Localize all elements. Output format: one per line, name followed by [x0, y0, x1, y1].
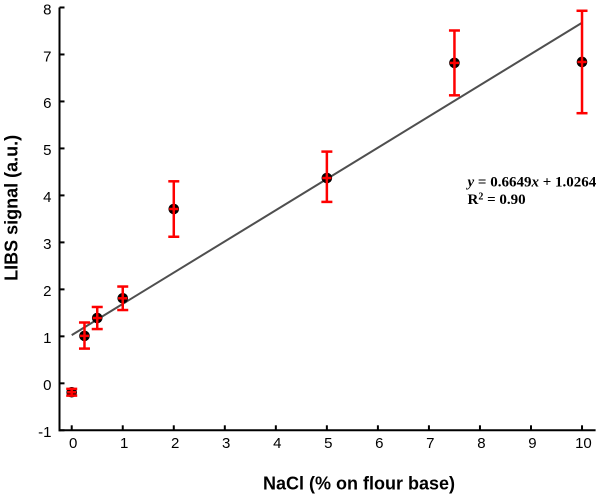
svg-text:0: 0 — [69, 435, 77, 452]
svg-text:10: 10 — [575, 435, 592, 452]
svg-text:7: 7 — [43, 48, 51, 65]
svg-text:6: 6 — [43, 95, 51, 112]
svg-text:5: 5 — [324, 435, 332, 452]
svg-text:3: 3 — [43, 236, 51, 253]
svg-text:3: 3 — [222, 435, 230, 452]
svg-text:y = 0.6649x + 1.0264: y = 0.6649x + 1.0264 — [466, 175, 597, 191]
svg-text:8: 8 — [477, 435, 485, 452]
svg-text:1: 1 — [120, 435, 128, 452]
svg-text:2: 2 — [171, 435, 179, 452]
svg-text:R2 = 0.90: R2 = 0.90 — [468, 192, 526, 209]
svg-text:6: 6 — [375, 435, 383, 452]
svg-text:NaCl (% on flour base): NaCl (% on flour base) — [263, 474, 455, 494]
svg-text:8: 8 — [43, 1, 51, 18]
svg-text:0: 0 — [43, 377, 51, 394]
svg-text:9: 9 — [528, 435, 536, 452]
svg-text:4: 4 — [273, 435, 281, 452]
svg-text:7: 7 — [426, 435, 434, 452]
svg-text:2: 2 — [43, 283, 51, 300]
svg-text:4: 4 — [43, 189, 51, 206]
svg-text:1: 1 — [43, 330, 51, 347]
svg-text:5: 5 — [43, 142, 51, 159]
svg-text:-1: -1 — [38, 424, 51, 441]
svg-text:LIBS signal (a.u.): LIBS signal (a.u.) — [2, 135, 22, 281]
